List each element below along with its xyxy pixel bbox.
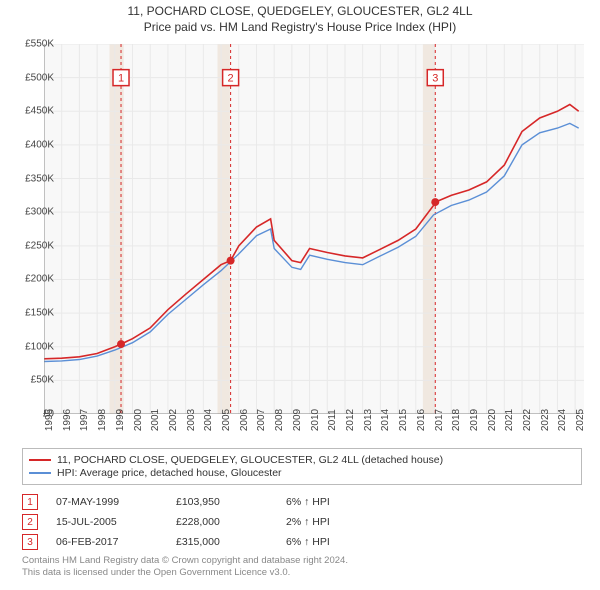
y-tick-label: £200K: [14, 274, 54, 285]
x-tick-label: 2006: [239, 409, 250, 431]
x-tick-label: 2013: [363, 409, 374, 431]
event-marker: 2: [22, 514, 38, 530]
x-tick-label: 1999: [115, 409, 126, 431]
chart-area: 1 2 3: [44, 44, 584, 414]
x-tick-label: 2004: [203, 409, 214, 431]
legend-swatch: [29, 472, 51, 474]
x-tick-label: 2019: [469, 409, 480, 431]
flag-number: 3: [432, 73, 438, 85]
y-tick-label: £500K: [14, 72, 54, 83]
event-price: £315,000: [176, 536, 286, 548]
x-tick-label: 2001: [150, 409, 161, 431]
x-tick-label: 2008: [274, 409, 285, 431]
legend-label: HPI: Average price, detached house, Glou…: [57, 467, 282, 479]
event-delta: 6% ↑ HPI: [286, 536, 416, 548]
x-tick-label: 2025: [575, 409, 586, 431]
legend-swatch: [29, 459, 51, 461]
x-tick-label: 1997: [79, 409, 90, 431]
footer-line1: Contains HM Land Registry data © Crown c…: [22, 555, 348, 567]
flag-number: 1: [118, 73, 124, 85]
title-block: 11, POCHARD CLOSE, QUEDGELEY, GLOUCESTER…: [0, 0, 600, 34]
x-tick-label: 1995: [44, 409, 55, 431]
x-tick-label: 2017: [434, 409, 445, 431]
event-row: 2 15-JUL-2005£228,0002% ↑ HPI: [22, 512, 582, 532]
chart-svg: 1 2 3: [44, 44, 584, 414]
y-tick-label: £50K: [14, 375, 54, 386]
x-tick-label: 2024: [557, 409, 568, 431]
event-price: £103,950: [176, 496, 286, 508]
y-tick-label: £400K: [14, 139, 54, 150]
legend-label: 11, POCHARD CLOSE, QUEDGELEY, GLOUCESTER…: [57, 454, 443, 466]
event-delta: 2% ↑ HPI: [286, 516, 416, 528]
x-tick-label: 2022: [522, 409, 533, 431]
legend-box: 11, POCHARD CLOSE, QUEDGELEY, GLOUCESTER…: [22, 448, 582, 485]
x-tick-label: 2014: [380, 409, 391, 431]
event-price: £228,000: [176, 516, 286, 528]
x-tick-label: 2023: [540, 409, 551, 431]
flag-number: 2: [228, 73, 234, 85]
y-tick-label: £350K: [14, 173, 54, 184]
x-tick-label: 2003: [186, 409, 197, 431]
event-marker: 1: [22, 494, 38, 510]
shade-band: [218, 44, 230, 414]
series-hpi: [44, 123, 579, 361]
x-tick-label: 2007: [256, 409, 267, 431]
y-tick-label: £450K: [14, 106, 54, 117]
x-tick-label: 2011: [327, 409, 338, 431]
y-tick-label: £100K: [14, 341, 54, 352]
event-marker: 3: [22, 534, 38, 550]
y-tick-label: £550K: [14, 39, 54, 50]
x-tick-label: 2016: [416, 409, 427, 431]
event-date: 07-MAY-1999: [56, 496, 176, 508]
event-row: 3 06-FEB-2017£315,0006% ↑ HPI: [22, 532, 582, 552]
x-tick-label: 2009: [292, 409, 303, 431]
x-tick-label: 1998: [97, 409, 108, 431]
y-tick-label: £300K: [14, 207, 54, 218]
x-tick-label: 2018: [451, 409, 462, 431]
footer-note: Contains HM Land Registry data © Crown c…: [22, 555, 348, 579]
series-property: [44, 105, 579, 359]
sale-marker: [227, 257, 235, 265]
x-tick-label: 1996: [62, 409, 73, 431]
event-delta: 6% ↑ HPI: [286, 496, 416, 508]
x-tick-label: 2012: [345, 409, 356, 431]
event-date: 06-FEB-2017: [56, 536, 176, 548]
legend-row: 11, POCHARD CLOSE, QUEDGELEY, GLOUCESTER…: [29, 454, 575, 466]
sale-marker: [117, 340, 125, 348]
event-date: 15-JUL-2005: [56, 516, 176, 528]
events-table: 107-MAY-1999£103,9506% ↑ HPI215-JUL-2005…: [22, 492, 582, 552]
x-tick-label: 2010: [310, 409, 321, 431]
title-address: 11, POCHARD CLOSE, QUEDGELEY, GLOUCESTER…: [0, 4, 600, 18]
y-tick-label: £150K: [14, 308, 54, 319]
x-tick-label: 2000: [133, 409, 144, 431]
sale-marker: [431, 198, 439, 206]
x-tick-label: 2015: [398, 409, 409, 431]
x-tick-label: 2020: [487, 409, 498, 431]
title-subtitle: Price paid vs. HM Land Registry's House …: [0, 20, 600, 34]
x-tick-label: 2021: [504, 409, 515, 431]
event-row: 1 07-MAY-1999£103,9506% ↑ HPI: [22, 492, 582, 512]
footer-line2: This data is licensed under the Open Gov…: [22, 567, 348, 579]
legend-row: HPI: Average price, detached house, Glou…: [29, 467, 575, 479]
y-tick-label: £250K: [14, 240, 54, 251]
chart-container: 11, POCHARD CLOSE, QUEDGELEY, GLOUCESTER…: [0, 0, 600, 590]
shade-band: [110, 44, 124, 414]
x-tick-label: 2005: [221, 409, 232, 431]
x-tick-label: 2002: [168, 409, 179, 431]
